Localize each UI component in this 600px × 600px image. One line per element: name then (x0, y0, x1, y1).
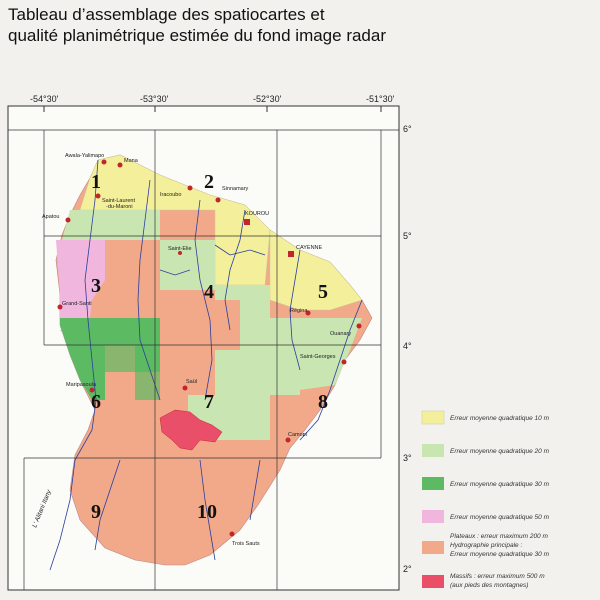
place-saint-laurent-2: -du-Maroni (106, 204, 133, 210)
place-kourou: KOUROU (245, 211, 269, 217)
place-camopi: Camopi (288, 432, 307, 438)
zone-30m-b (60, 330, 160, 400)
place-iracoubo: Iracoubo (160, 192, 181, 198)
latitude-labels: 6° 5° 4° 3° 2° (403, 124, 412, 574)
town-markers (57, 159, 362, 537)
legend-label-10m: Erreur moyenne quadratique 10 m (450, 415, 550, 422)
legend-label-30m: Erreur moyenne quadratique 30 m (450, 481, 550, 488)
legend-label-50m: Erreur moyenne quadratique 50 m (450, 514, 550, 521)
place-saint-laurent: Saint-Laurent (102, 198, 135, 204)
lon-label-1: -54°30' (30, 94, 59, 104)
place-apatou: Apatou (42, 214, 59, 220)
legend-label-plateaux: Plateaux : erreur maximum 200 m (450, 533, 548, 540)
town-labels: Awala-Yalimapo Mana Saint-Laurent -du-Ma… (42, 153, 351, 547)
legend-swatch-30m (422, 477, 444, 490)
place-mana: Mana (124, 158, 139, 164)
sheet-number-7: 7 (204, 391, 214, 413)
zone-50m (56, 240, 105, 318)
sheet-number-4: 4 (204, 281, 214, 303)
legend-swatch-20m (422, 444, 444, 457)
sheet-number-8: 8 (318, 391, 328, 413)
lat-label-5: 2° (403, 564, 412, 574)
place-grand-santi: Grand-Santi (62, 301, 92, 307)
place-sinnamary: Sinnamary (222, 186, 249, 192)
legend-swatch-10m (421, 410, 445, 425)
title-line-2: qualité planimétrique estimée du fond im… (8, 26, 387, 45)
place-regina: Régina (290, 308, 308, 314)
lon-label-4: -51°30' (366, 94, 395, 104)
zone-20m-a (62, 210, 160, 240)
sheet-grid (8, 129, 399, 590)
place-maripasoula: Maripasoula (66, 382, 97, 388)
legend-swatch-massifs (422, 575, 444, 588)
place-saul: Saül (186, 379, 197, 385)
sheet-number-3: 3 (91, 275, 101, 297)
zone-20m-d (270, 318, 362, 390)
legend-label-plateaux-3: Erreur moyenne quadratique 30 m (450, 551, 550, 558)
zone-massifs (159, 409, 223, 451)
place-cayenne: CAYENNE (296, 245, 323, 251)
place-ouanary: Ouanary (330, 331, 351, 337)
lat-label-1: 6° (403, 124, 412, 134)
place-saint-georges: Saint-Georges (300, 354, 336, 360)
lon-label-2: -53°30' (140, 94, 169, 104)
place-saint-elie: Saint-Elie (168, 246, 192, 252)
legend-label-plateaux-2: Hydrographie principale : (450, 542, 522, 549)
place-awala: Awala-Yalimapo (65, 153, 104, 159)
lat-label-2: 5° (403, 231, 412, 241)
place-trois-sauts: Trois Sauts (232, 541, 260, 547)
legend-label-20m: Erreur moyenne quadratique 20 m (450, 448, 550, 455)
legend: Erreur moyenne quadratique 10 m Erreur m… (421, 410, 550, 589)
title-line-1: Tableau d’assemblage des spatiocartes et (8, 5, 325, 24)
sheet-number-1: 1 (91, 171, 101, 193)
sheet-number-2: 2 (204, 171, 214, 193)
legend-label-massifs: Massifs : erreur maximum 500 m (450, 573, 545, 580)
sheet-number-5: 5 (318, 281, 328, 303)
lat-label-3: 4° (403, 341, 412, 351)
sheet-number-6: 6 (91, 391, 101, 413)
sheet-number-9: 9 (91, 501, 101, 523)
longitude-labels: -54°30' -53°30' -52°30' -51°30' (30, 94, 395, 112)
rivers (49, 159, 363, 571)
lon-label-3: -52°30' (253, 94, 282, 104)
sheet-numbers: 1 2 3 4 5 6 7 8 9 10 (91, 171, 328, 523)
legend-label-massifs-2: (aux pieds des montagnes) (450, 582, 528, 589)
sheet-number-10: 10 (197, 501, 217, 523)
lat-label-4: 3° (403, 453, 412, 463)
zone-20m-b (160, 240, 215, 290)
legend-swatch-plateaux (422, 541, 444, 554)
map-title: Tableau d’assemblage des spatiocartes et… (8, 4, 598, 46)
legend-swatch-50m (422, 510, 444, 523)
